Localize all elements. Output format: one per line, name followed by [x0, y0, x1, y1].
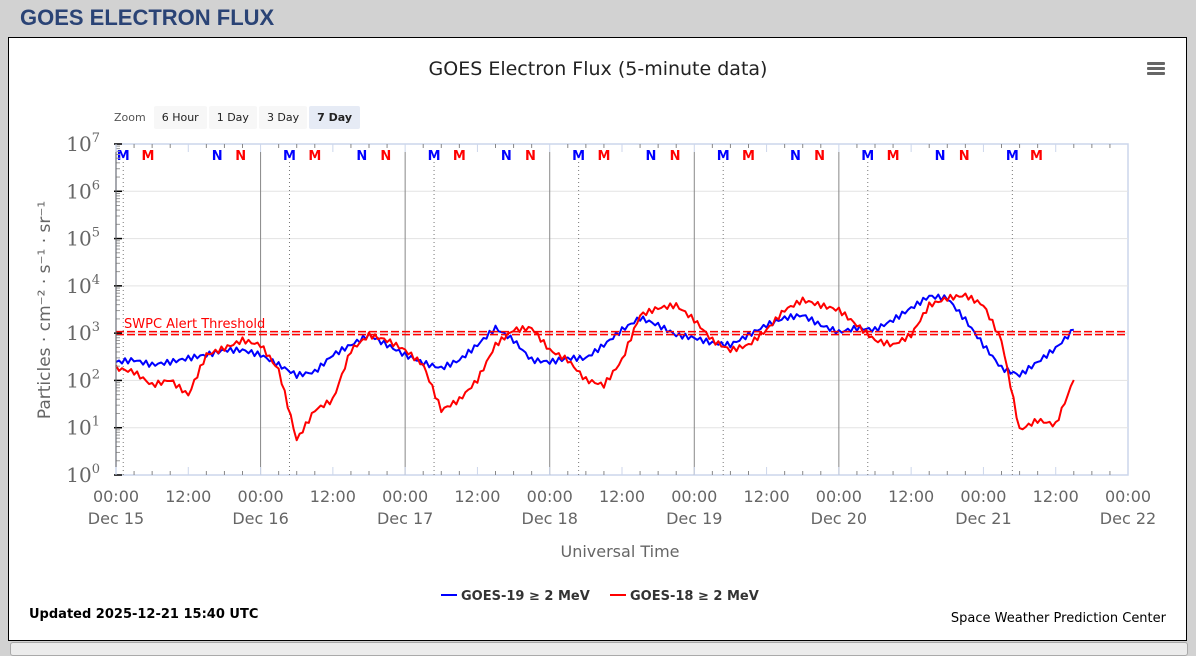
marker-m: M: [572, 149, 585, 164]
zoom-label: Zoom: [114, 111, 146, 124]
y-axis: 100 101 102 103 104 105 106 107: [66, 131, 122, 487]
marker-n: N: [525, 149, 536, 164]
page-title: GOES ELECTRON FLUX: [20, 5, 275, 30]
y-tick-label: 102: [66, 367, 100, 392]
x-tick-date: Dec 20: [811, 509, 867, 528]
marker-n: N: [790, 149, 801, 164]
x-tick-time: 00:00: [816, 487, 862, 506]
y-axis-title: Particles · cm⁻² · s⁻¹ · sr⁻¹: [35, 201, 55, 419]
x-tick-time: 00:00: [671, 487, 717, 506]
x-axis-title: Universal Time: [560, 542, 679, 561]
y-tick-label: 101: [66, 415, 100, 440]
zoom-3-day-button[interactable]: 3 Day: [258, 106, 308, 129]
series-line-goes19: [115, 293, 1074, 379]
marker-m: M: [887, 149, 900, 164]
y-tick-label: 103: [66, 320, 100, 345]
y-tick-label: 107: [66, 131, 100, 156]
marker-m: M: [717, 149, 730, 164]
x-tick-time: 00:00: [238, 487, 284, 506]
credit-text: Space Weather Prediction Center: [951, 611, 1167, 626]
marker-m: M: [1006, 149, 1019, 164]
legend-item: GOES-19 ≥ 2 MeV: [461, 589, 590, 604]
zoom-6-hour-button[interactable]: 6 Hour: [153, 106, 207, 129]
x-tick-time: 12:00: [454, 487, 500, 506]
marker-n: N: [501, 149, 512, 164]
marker-m: M: [141, 149, 154, 164]
x-tick-time: 00:00: [93, 487, 139, 506]
marker-m: M: [308, 149, 321, 164]
marker-n: N: [235, 149, 246, 164]
legend: GOES-19 ≥ 2 MeV GOES-18 ≥ 2 MeV: [441, 589, 759, 604]
threshold: SWPC Alert Threshold: [116, 317, 1128, 336]
zoom-1-day-button[interactable]: 1 Day: [208, 106, 257, 129]
updated-timestamp: Updated 2025-12-21 15:40 UTC: [29, 607, 258, 622]
grid: [115, 143, 1129, 476]
x-axis: 00:00 Dec 15 12:00 00:00 Dec 16 12:00 00:00 Dec…: [88, 144, 1156, 528]
marker-n: N: [380, 149, 391, 164]
x-tick-date: Dec 17: [377, 509, 433, 528]
y-tick-label: 104: [66, 273, 100, 298]
chart-panel: [8, 37, 1187, 641]
marker-m: M: [283, 149, 296, 164]
marker-m: M: [597, 149, 610, 164]
marker-n: N: [959, 149, 970, 164]
marker-n: N: [356, 149, 367, 164]
marker-m: M: [1030, 149, 1043, 164]
zoom-controls: Zoom 6 Hour 1 Day 3 Day 7 Day: [114, 106, 361, 129]
threshold-label: SWPC Alert Threshold: [124, 317, 265, 332]
x-tick-date: Dec 22: [1100, 509, 1156, 528]
marker-m: M: [453, 149, 466, 164]
x-tick-time: 12:00: [1033, 487, 1079, 506]
marker-m: M: [117, 149, 130, 164]
series-line-goes18: [115, 292, 1075, 442]
x-tick-date: Dec 21: [955, 509, 1011, 528]
x-tick-time: 12:00: [888, 487, 934, 506]
y-tick-label: 106: [66, 178, 100, 203]
chart-title: GOES Electron Flux (5-minute data): [429, 58, 768, 80]
x-tick-time: 00:00: [960, 487, 1006, 506]
x-tick-time: 12:00: [165, 487, 211, 506]
x-tick-time: 12:00: [310, 487, 356, 506]
x-tick-date: Dec 19: [666, 509, 722, 528]
x-tick-time: 12:00: [744, 487, 790, 506]
y-tick-label: 100: [66, 462, 100, 487]
marker-n: N: [670, 149, 681, 164]
marker-m: M: [861, 149, 874, 164]
marker-n: N: [645, 149, 656, 164]
x-tick-time: 00:00: [527, 487, 573, 506]
marker-m: M: [742, 149, 755, 164]
x-tick-date: Dec 18: [522, 509, 578, 528]
legend-item: GOES-18 ≥ 2 MeV: [630, 589, 759, 604]
x-tick-time: 00:00: [382, 487, 428, 506]
x-tick-time: 12:00: [599, 487, 645, 506]
x-tick-date: Dec 15: [88, 509, 144, 528]
x-tick-date: Dec 16: [232, 509, 288, 528]
marker-n: N: [212, 149, 223, 164]
hamburger-menu-icon[interactable]: [1147, 62, 1165, 76]
y-tick-label: 105: [66, 226, 100, 251]
x-tick-time: 00:00: [1105, 487, 1151, 506]
marker-n: N: [814, 149, 825, 164]
marker-m: M: [428, 149, 441, 164]
day-lines: [260, 152, 840, 475]
marker-n: N: [935, 149, 946, 164]
plot-frame: [115, 143, 1129, 476]
series-lines: [115, 292, 1075, 442]
zoom-7-day-button[interactable]: 7 Day: [309, 106, 361, 129]
